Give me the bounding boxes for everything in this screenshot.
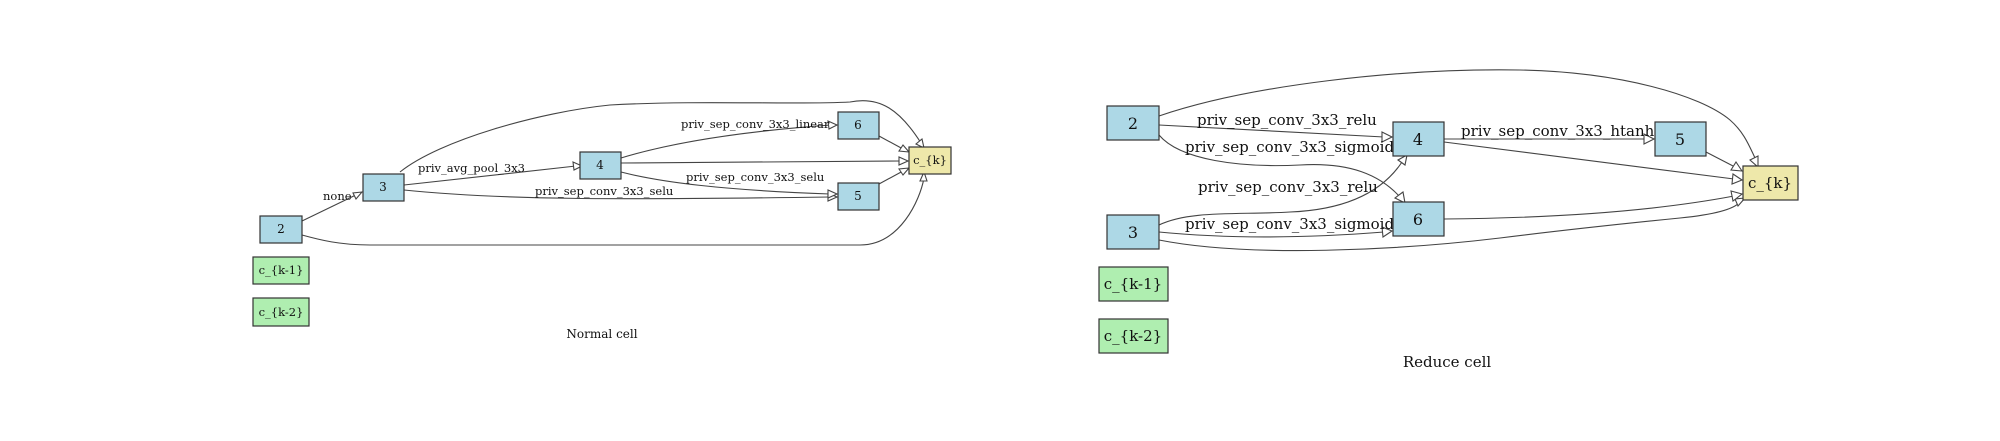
normal-cell: none priv_avg_pool_3x3 priv_sep_conv_3x3… [252, 100, 952, 341]
normal-node-out: c_{k} [908, 146, 952, 175]
svg-text:6: 6 [854, 118, 862, 132]
normal-node-5: 5 [837, 182, 880, 211]
svg-text:2: 2 [277, 222, 285, 236]
svg-text:5: 5 [854, 189, 862, 203]
reduce-label-relu-3-4: priv_sep_conv_3x3_relu [1198, 178, 1378, 196]
reduce-node-5: 5 [1654, 121, 1707, 157]
normal-node-in1: c_{k-1} [252, 256, 310, 285]
svg-text:3: 3 [379, 180, 387, 194]
reduce-edge-3-6 [1158, 226, 1394, 238]
reduce-label-htanh: priv_sep_conv_3x3_htanh [1461, 122, 1655, 140]
reduce-label-sigmoid-3-6: priv_sep_conv_3x3_sigmoid [1185, 215, 1394, 233]
normal-label-selu-4-5: priv_sep_conv_3x3_selu [686, 170, 824, 184]
normal-node-in2: c_{k-2} [252, 297, 310, 327]
reduce-edge-2-4 [1158, 124, 1394, 143]
normal-edge-6-out [878, 135, 911, 153]
normal-edge-2-out [301, 170, 928, 246]
svg-text:4: 4 [1413, 130, 1423, 149]
svg-text:c_{k}: c_{k} [1748, 174, 1792, 192]
normal-node-3: 3 [362, 173, 405, 202]
normal-edge-4-5 [620, 171, 839, 199]
svg-text:c_{k-2}: c_{k-2} [1104, 327, 1162, 345]
normal-edge-4-6 [620, 120, 839, 159]
reduce-node-in2: c_{k-2} [1098, 318, 1169, 354]
reduce-edge-4-5 [1444, 133, 1656, 145]
reduce-label-sigmoid-2-6: priv_sep_conv_3x3_sigmoid [1185, 138, 1394, 156]
reduce-node-out: c_{k} [1742, 165, 1799, 201]
normal-label-selu-3-5: priv_sep_conv_3x3_selu [535, 184, 673, 198]
normal-edge-2-3 [301, 191, 364, 222]
reduce-node-2: 2 [1106, 105, 1160, 141]
svg-text:c_{k-1}: c_{k-1} [259, 263, 304, 277]
svg-text:c_{k}: c_{k} [913, 153, 947, 167]
reduce-node-in1: c_{k-1} [1098, 266, 1169, 302]
svg-text:c_{k-2}: c_{k-2} [259, 305, 304, 319]
svg-text:2: 2 [1128, 114, 1138, 133]
normal-edge-3-out [399, 100, 925, 173]
normal-cell-title: Normal cell [566, 327, 637, 341]
normal-edge-5-out [878, 167, 911, 185]
reduce-node-3: 3 [1106, 214, 1160, 250]
normal-edge-4-out [620, 156, 910, 166]
normal-label-none: none [323, 189, 352, 203]
reduce-node-6: 6 [1392, 201, 1445, 237]
normal-node-6: 6 [837, 111, 880, 140]
svg-text:6: 6 [1413, 210, 1423, 229]
reduce-node-4: 4 [1392, 121, 1445, 157]
svg-text:4: 4 [596, 158, 604, 172]
reduce-edge-2-out [1158, 69, 1759, 169]
reduce-edge-5-out [1705, 151, 1744, 172]
normal-label-avg-pool: priv_avg_pool_3x3 [418, 161, 525, 175]
svg-text:5: 5 [1675, 130, 1685, 149]
reduce-cell: priv_sep_conv_3x3_relu priv_sep_conv_3x3… [1098, 69, 1799, 371]
reduce-edge-4-out [1443, 141, 1744, 185]
svg-text:3: 3 [1128, 223, 1138, 242]
reduce-label-relu-2-4: priv_sep_conv_3x3_relu [1197, 111, 1377, 129]
reduce-edge-2-6 [1158, 134, 1406, 204]
reduce-edge-3-4 [1158, 153, 1408, 226]
normal-edge-3-4 [403, 161, 584, 186]
normal-node-2: 2 [259, 215, 303, 244]
normal-node-4: 4 [579, 151, 622, 180]
normal-label-linear: priv_sep_conv_3x3_linear [681, 117, 830, 131]
svg-text:c_{k-1}: c_{k-1} [1104, 275, 1162, 293]
reduce-cell-title: Reduce cell [1403, 353, 1492, 371]
reduce-edge-6-out [1443, 190, 1744, 220]
